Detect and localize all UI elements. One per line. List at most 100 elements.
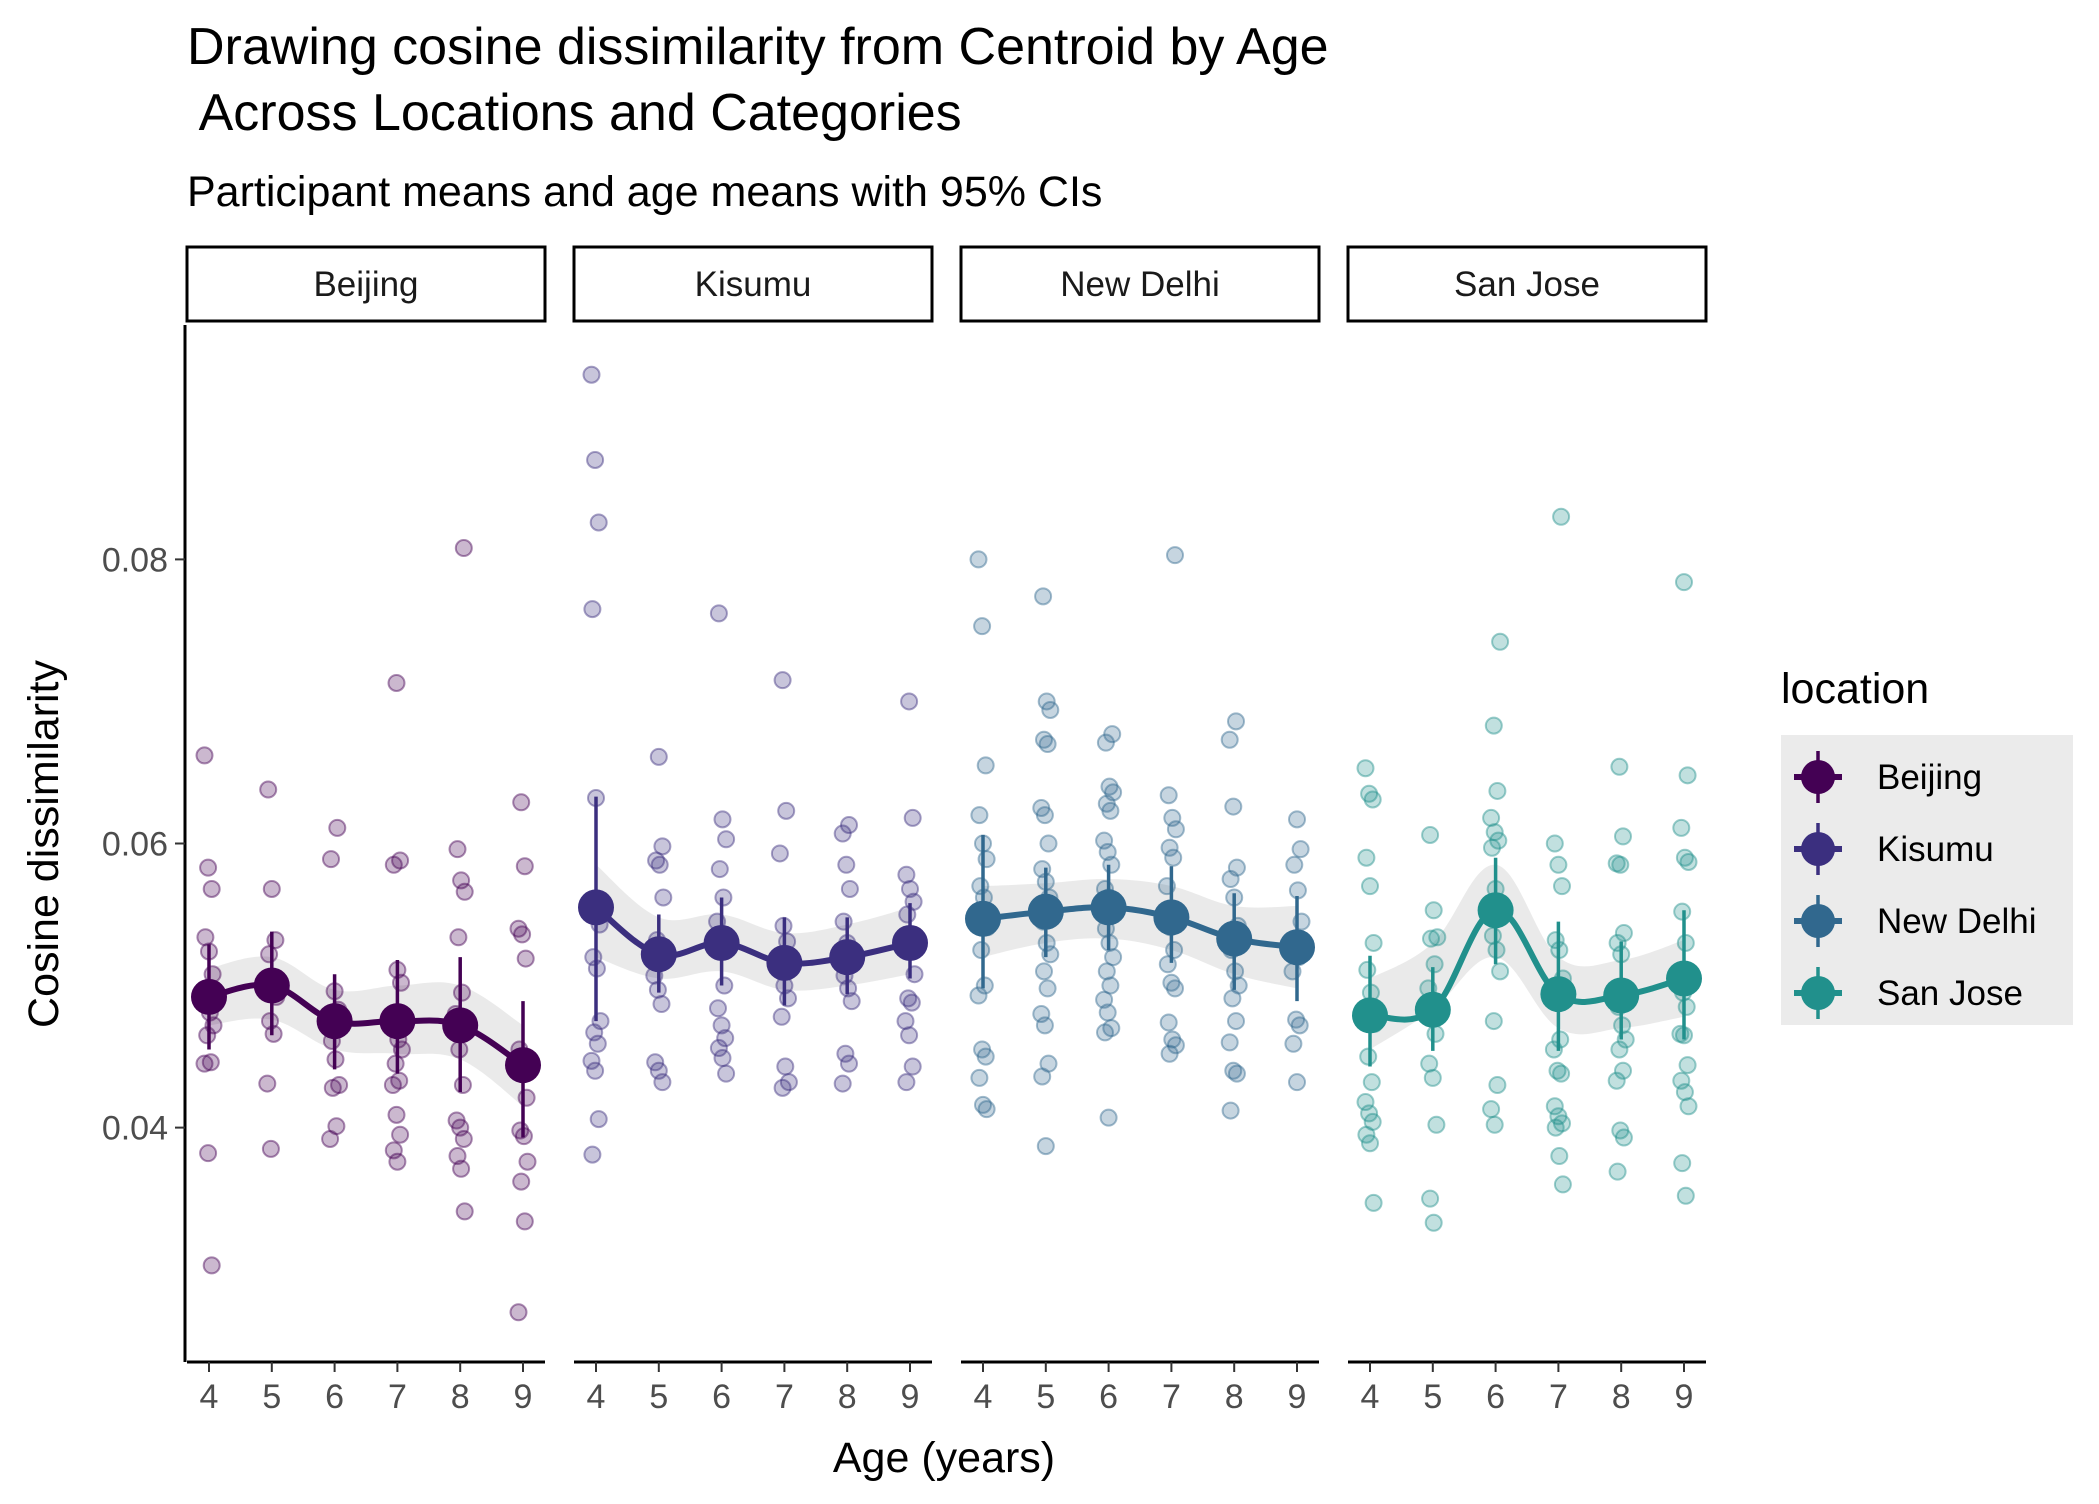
participant-point-kisumu (650, 855, 669, 874)
participant-point-kisumu (712, 1016, 731, 1035)
participant-point-new-delhi (1101, 976, 1120, 995)
participant-point-new-delhi (1220, 730, 1239, 749)
participant-point-new-delhi (1220, 1033, 1239, 1052)
participant-point-beijing (391, 851, 410, 870)
participant-point-new-delhi (1039, 834, 1058, 853)
participant-point-kisumu (715, 976, 734, 995)
participant-point-san-jose (1422, 929, 1440, 948)
participant-point-san-jose (1426, 1024, 1445, 1043)
participant-point-san-jose (1551, 1030, 1570, 1049)
participant-point-beijing (199, 1144, 218, 1163)
participant-point-beijing (321, 1129, 340, 1148)
participant-point-kisumu (649, 1061, 668, 1080)
participant-point-new-delhi (1035, 1016, 1054, 1035)
x-tick-label-san-jose-9: 9 (1675, 1378, 1694, 1416)
participant-point-kisumu (903, 808, 922, 827)
participant-point-new-delhi (1041, 700, 1060, 719)
mean-point-new-delhi-6 (1090, 889, 1127, 926)
participant-point-kisumu (586, 450, 605, 469)
participant-point-new-delhi (1102, 855, 1121, 874)
participant-point-new-delhi (1284, 1034, 1303, 1053)
participant-point-new-delhi (1103, 725, 1122, 744)
participant-point-new-delhi (1163, 1030, 1182, 1049)
participant-point-new-delhi (1288, 1073, 1306, 1092)
panel-beijing: Beijing 4 5 6 7 8 9 (185, 245, 547, 1416)
participant-point-kisumu (840, 1054, 858, 1073)
legend-label-new-delhi: New Delhi (1877, 902, 2037, 941)
legend: location Beijing Kisumu New Delhi San Jose (1781, 665, 2073, 1025)
participant-point-beijing (261, 1139, 280, 1158)
mean-point-kisumu-7 (766, 944, 803, 981)
participant-point-new-delhi (1285, 855, 1304, 874)
participant-point-beijing (386, 1054, 405, 1073)
strip-kisumu (572, 245, 934, 323)
participant-point-san-jose (1553, 877, 1571, 896)
participant-point-san-jose (1552, 507, 1571, 526)
participant-point-beijing (454, 1129, 473, 1148)
participant-point-san-jose (1359, 1047, 1378, 1066)
participant-point-beijing (322, 850, 340, 869)
ci-ribbon-kisumu (596, 864, 910, 991)
participant-point-san-jose (1484, 1012, 1503, 1031)
x-tick-label-new-delhi-5: 5 (1036, 1378, 1055, 1416)
participant-point-san-jose (1427, 1115, 1446, 1134)
participant-point-san-jose (1549, 1107, 1568, 1126)
participant-point-beijing (259, 780, 278, 799)
x-axis-title: Age (years) (833, 1434, 1055, 1482)
participant-point-kisumu (777, 801, 796, 820)
mean-point-san-jose-4 (1352, 997, 1388, 1034)
participant-point-san-jose (1491, 962, 1510, 981)
participant-point-san-jose (1488, 781, 1507, 800)
participant-point-new-delhi (976, 756, 995, 775)
participant-point-san-jose (1611, 855, 1630, 874)
participant-point-beijing (195, 1054, 214, 1073)
participant-point-kisumu (833, 824, 852, 843)
participant-point-new-delhi (1162, 973, 1181, 992)
participant-point-san-jose (1552, 1064, 1571, 1083)
participant-point-beijing (195, 746, 214, 765)
participant-point-kisumu (779, 1073, 798, 1092)
x-tick-label-kisumu-4: 4 (587, 1378, 606, 1416)
chart-subtitle: Participant means and age means with 95%… (187, 168, 1102, 216)
mean-point-san-jose-5 (1414, 991, 1451, 1028)
participant-point-san-jose (1364, 1193, 1383, 1212)
participant-point-new-delhi (977, 850, 996, 869)
participant-point-new-delhi (1034, 587, 1053, 606)
participant-point-san-jose (1675, 848, 1694, 867)
legend-label-kisumu: Kisumu (1877, 830, 1994, 869)
strip-label-beijing: Beijing (313, 265, 418, 304)
participant-point-san-jose (1614, 827, 1632, 846)
mean-point-san-jose-6 (1477, 892, 1514, 929)
participant-point-new-delhi (1097, 962, 1116, 981)
participant-point-san-jose (1546, 1118, 1565, 1137)
participant-point-san-jose (1607, 1071, 1626, 1090)
participant-point-new-delhi (1163, 808, 1182, 827)
participant-point-beijing (327, 1117, 346, 1136)
participant-point-san-jose (1364, 933, 1383, 952)
participant-point-san-jose (1676, 933, 1695, 952)
participant-point-beijing (260, 945, 279, 964)
participant-point-new-delhi (1224, 797, 1243, 816)
participant-point-new-delhi (973, 617, 992, 636)
mean-point-kisumu-9 (892, 924, 928, 961)
participant-point-new-delhi (1164, 848, 1183, 867)
x-tick-label-kisumu-7: 7 (775, 1378, 794, 1416)
participant-point-kisumu (714, 888, 733, 907)
participant-point-kisumu (709, 604, 728, 623)
participant-point-new-delhi (1101, 801, 1120, 820)
participant-point-new-delhi (1032, 1004, 1051, 1023)
participant-point-kisumu (898, 905, 917, 924)
participant-point-san-jose (1673, 1154, 1692, 1173)
participant-point-san-jose (1357, 848, 1376, 867)
participant-point-new-delhi (1166, 820, 1185, 839)
participant-point-san-jose (1356, 759, 1375, 778)
participant-point-new-delhi (1287, 1010, 1306, 1029)
participant-point-san-jose (1550, 1147, 1569, 1166)
panel-san-jose: San Jose 4 5 6 7 8 9 (1346, 245, 1708, 1416)
participant-point-beijing (452, 1159, 471, 1178)
participant-point-beijing (515, 857, 534, 876)
x-tick-label-beijing-4: 4 (200, 1378, 219, 1416)
participant-point-new-delhi (1227, 858, 1246, 877)
participant-point-kisumu (899, 989, 918, 1008)
